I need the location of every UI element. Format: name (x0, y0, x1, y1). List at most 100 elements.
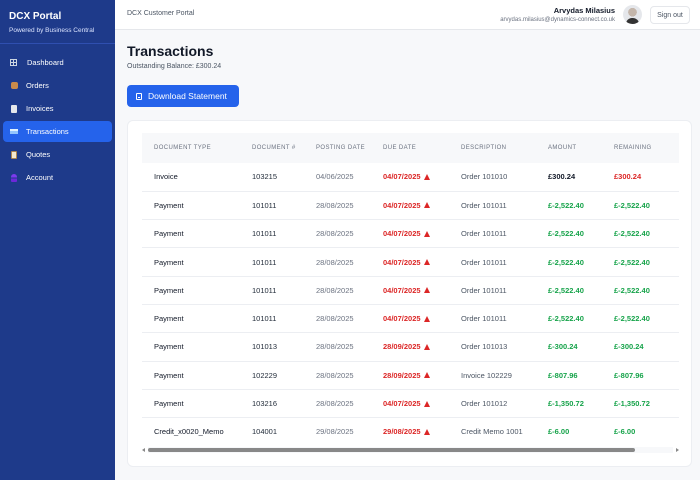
due-date-value: 04/07/2025 (383, 314, 421, 324)
cell-due-date: 04/07/2025 (371, 276, 449, 305)
sidebar: DCX Portal Powered by Business Central D… (0, 0, 115, 480)
cell-remaining: £-1,350.72 (602, 389, 672, 419)
cell-description: Order 101010 (449, 163, 536, 192)
due-date-value: 28/09/2025 (383, 370, 421, 380)
user-name: Arvydas Milasius (553, 6, 615, 15)
cell-posting-date: 04/06/2025 (304, 163, 371, 192)
avatar[interactable] (623, 5, 642, 24)
cell-due-date: 04/07/2025 (371, 304, 449, 334)
due-date-value: 04/07/2025 (383, 229, 421, 239)
column-header-amount[interactable]: Amount (548, 145, 577, 151)
scrollbar-thumb[interactable] (148, 448, 635, 452)
sidebar-item-invoices[interactable]: Invoices (3, 98, 112, 119)
cell-amount: £-2,522.40 (536, 304, 602, 334)
scroll-left-arrow-icon[interactable] (142, 448, 145, 452)
cell-document-type: Payment (142, 361, 240, 390)
warning-icon (423, 372, 430, 379)
table-row[interactable]: Payment 101011 28/08/2025 04/07/2025 Order 1… (142, 219, 679, 249)
column-header-posting-date[interactable]: Posting Date (316, 145, 366, 151)
cell-document-type: Payment (142, 219, 240, 249)
cell-description: Order 101011 (449, 191, 536, 221)
cell-document-number: 101013 (240, 332, 304, 362)
column-header-document-number[interactable]: Document # (252, 145, 296, 151)
cell-description: Invoice 102229 (449, 361, 536, 390)
transactions-table-wrapper[interactable]: Document Type Document # Posting Date Du… (142, 133, 679, 445)
sidebar-item-orders[interactable]: Orders (3, 75, 112, 96)
cell-status (672, 389, 679, 419)
column-header-status (672, 133, 679, 163)
cell-posting-date: 28/08/2025 (304, 247, 371, 277)
warning-icon (423, 259, 430, 266)
cell-document-type: Payment (142, 389, 240, 419)
sidebar-item-label: Account (26, 173, 54, 182)
cell-status (672, 219, 679, 249)
cell-description: Order 101011 (449, 276, 536, 305)
sidebar-item-quotes[interactable]: Quotes (3, 144, 112, 165)
warning-icon (423, 202, 430, 209)
cell-amount: £-2,522.40 (536, 247, 602, 277)
table-row[interactable]: Credit_x0020_Memo 104001 29/08/2025 29/08/2… (142, 417, 679, 445)
user-info: Arvydas Milasius arvydas.milasius@dynami… (500, 6, 615, 23)
cell-due-date: 28/09/2025 (371, 332, 449, 362)
cell-status (672, 304, 679, 334)
cell-document-type: Payment (142, 276, 240, 305)
cell-status (672, 163, 679, 192)
cell-posting-date: 28/08/2025 (304, 361, 371, 390)
cell-posting-date: 29/08/2025 (304, 417, 371, 445)
transactions-table: Document Type Document # Posting Date Du… (142, 133, 679, 445)
cell-remaining: £-6.00 (602, 417, 672, 445)
table-row[interactable]: Payment 101011 28/08/2025 04/07/2025 Order 1… (142, 304, 679, 334)
cell-status (672, 361, 679, 390)
cell-document-number: 103215 (240, 163, 304, 192)
due-date-value: 29/08/2025 (383, 427, 421, 437)
warning-icon (423, 230, 430, 237)
due-date-value: 04/07/2025 (383, 257, 421, 267)
cell-document-type: Payment (142, 304, 240, 334)
column-header-due-date[interactable]: Due Date (383, 145, 417, 151)
cell-description: Order 101013 (449, 332, 536, 362)
cell-due-date: 04/07/2025 (371, 219, 449, 249)
cell-remaining: £-807.96 (602, 361, 672, 390)
download-statement-label: Download Statement (148, 91, 227, 101)
table-row[interactable]: Payment 101011 28/08/2025 04/07/2025 Order 1… (142, 276, 679, 305)
cell-posting-date: 28/08/2025 (304, 276, 371, 305)
sidebar-item-label: Quotes (26, 150, 51, 159)
warning-icon (423, 343, 430, 350)
cell-posting-date: 28/08/2025 (304, 304, 371, 334)
cell-description: Credit Memo 1001 (449, 417, 536, 445)
table-row[interactable]: Payment 103216 28/08/2025 04/07/2025 Order 1… (142, 389, 679, 419)
credit-card-icon (9, 127, 19, 137)
cell-document-number: 101011 (240, 191, 304, 221)
warning-icon (423, 428, 430, 435)
table-row[interactable]: Payment 101011 28/08/2025 04/07/2025 Order 1… (142, 247, 679, 277)
cell-document-type: Credit_x0020_Memo (142, 417, 240, 445)
table-row[interactable]: Invoice 103215 04/06/2025 04/07/2025 Order 1… (142, 163, 679, 192)
cell-status (672, 276, 679, 305)
cell-remaining: £-300.24 (602, 332, 672, 362)
cell-document-number: 102229 (240, 361, 304, 390)
column-header-remaining[interactable]: Remaining (614, 145, 652, 151)
brand-subtitle: Powered by Business Central (9, 27, 95, 34)
scroll-right-arrow-icon[interactable] (676, 448, 679, 452)
brand: DCX Portal Powered by Business Central (0, 0, 115, 44)
sidebar-item-dashboard[interactable]: Dashboard (3, 52, 112, 73)
cell-document-type: Payment (142, 247, 240, 277)
warning-icon (423, 173, 430, 180)
cell-amount: £-2,522.40 (536, 219, 602, 249)
cell-due-date: 29/08/2025 (371, 417, 449, 445)
sidebar-item-account[interactable]: Account (3, 167, 112, 188)
sidebar-item-transactions[interactable]: Transactions (3, 121, 112, 142)
table-row[interactable]: Payment 102229 28/08/2025 28/09/2025 Invoice… (142, 361, 679, 390)
download-statement-button[interactable]: Download Statement (127, 85, 239, 107)
sidebar-item-label: Transactions (26, 127, 69, 136)
sign-out-button[interactable]: Sign out (650, 6, 690, 24)
horizontal-scrollbar[interactable] (142, 447, 679, 455)
column-header-document-type[interactable]: Document Type (154, 145, 211, 151)
table-row[interactable]: Payment 101011 28/08/2025 04/07/2025 Order 1… (142, 191, 679, 221)
table-row[interactable]: Payment 101013 28/08/2025 28/09/2025 Order 1… (142, 332, 679, 362)
scrollbar-track[interactable] (148, 447, 673, 453)
document-icon (9, 104, 19, 114)
column-header-description[interactable]: Description (461, 145, 507, 151)
warning-icon (423, 400, 430, 407)
cell-amount: £-807.96 (536, 361, 602, 390)
